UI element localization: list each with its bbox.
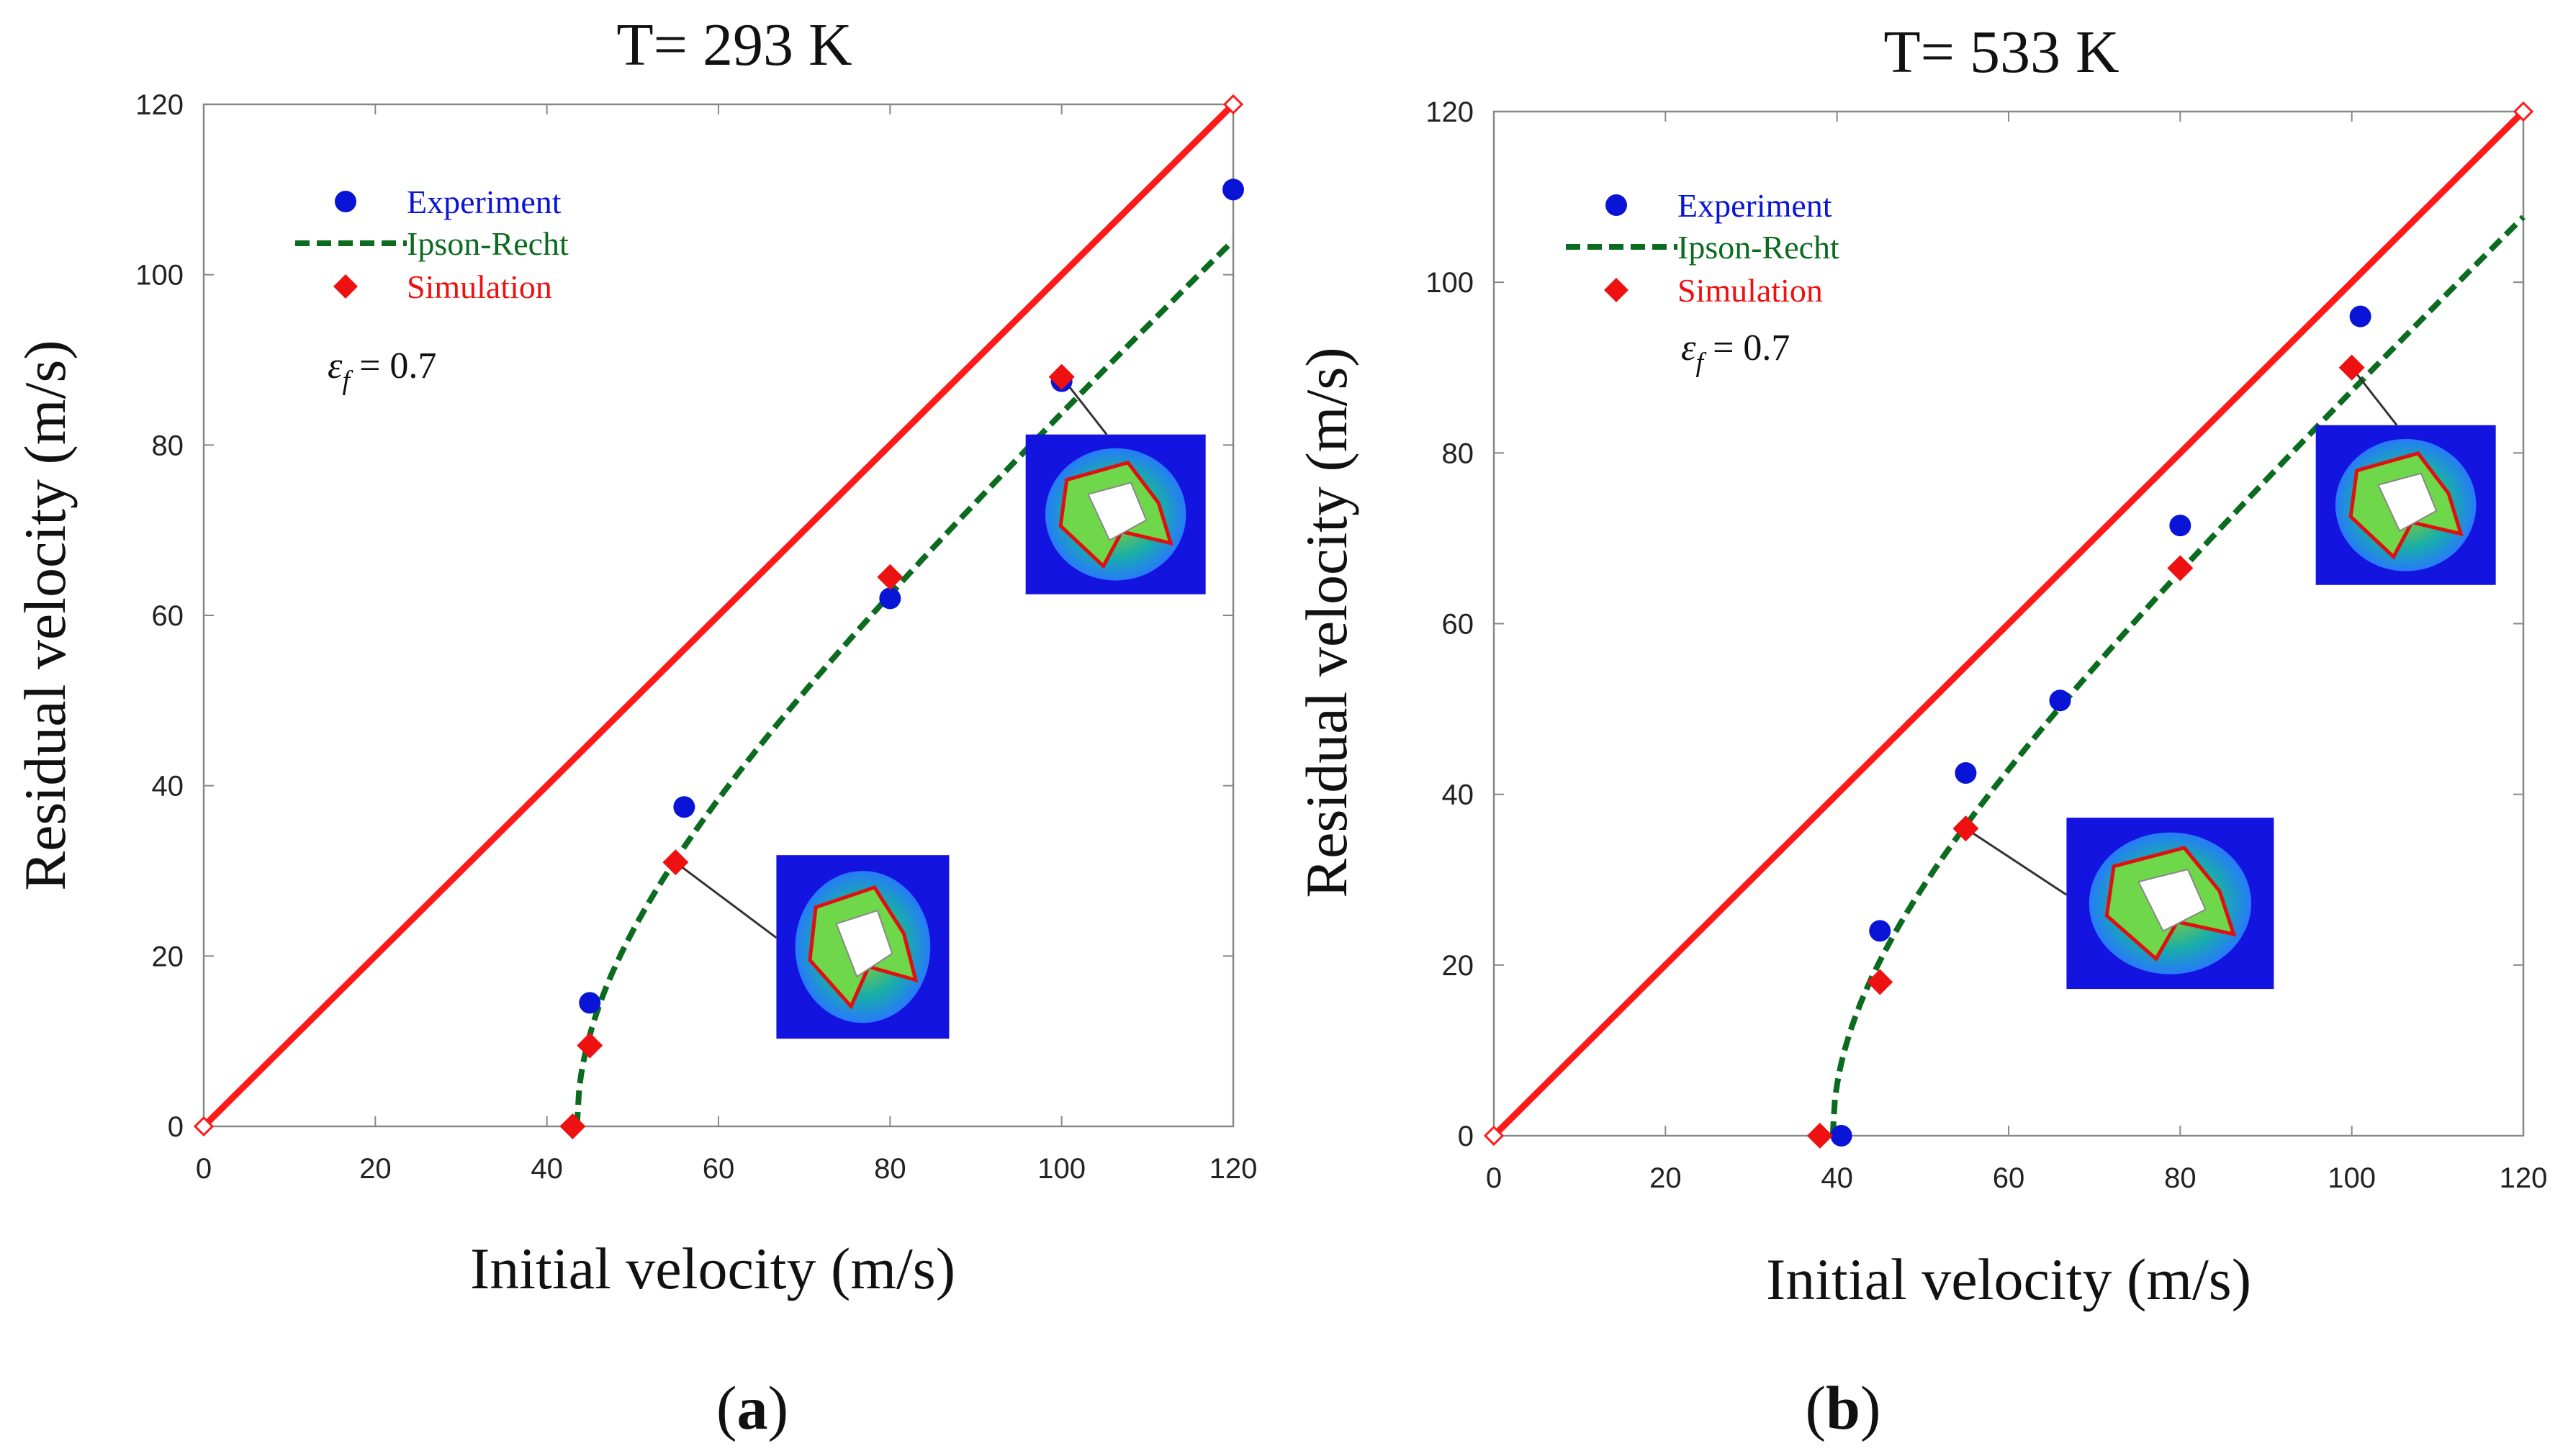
panel-b-inset-hole	[2377, 472, 2438, 533]
panel-b-legend-simulation-label: Simulation	[1677, 272, 1823, 309]
panel-b-legend-simulation-marker	[1604, 278, 1628, 302]
panel-a-ideal-line-endpoint	[1222, 94, 1244, 115]
panel-b-x-tick-label: 80	[2164, 1162, 2197, 1194]
panel-a-x-tick-label: 40	[531, 1153, 563, 1185]
panel-b-x-axis-title: Initial velocity (m/s)	[1766, 1247, 2251, 1312]
panel-b-ideal-line-endpoint	[2513, 101, 2534, 122]
panel-a-simulation-point	[662, 849, 689, 876]
panel-a-simulation-point	[877, 564, 904, 590]
panel-b-x-tick-label: 60	[1993, 1162, 2025, 1194]
panel-b-y-axis-title: Residual velocity (m/s)	[1294, 347, 1359, 897]
panel-a-ipson-recht-curve	[574, 238, 1235, 1127]
panel-a-x-tick-label: 100	[1037, 1153, 1086, 1185]
panel-b-legend-experiment-label: Experiment	[1677, 187, 1832, 224]
panel-b-experiment-point	[2349, 305, 2371, 327]
panel-b-y-tick-label: 60	[1442, 609, 1474, 641]
panel-a-label: (a)	[716, 1373, 788, 1442]
panel-a-y-tick-label: 40	[152, 771, 184, 802]
panel-a-legend-simulation-label: Simulation	[407, 268, 552, 305]
panel-b-simulation-point	[1867, 969, 1893, 995]
panel-b-epsilon-value: = 0.7	[1703, 327, 1790, 368]
panel-b-label-letter: b	[1826, 1373, 1860, 1442]
panel-a-title: T= 293 K	[616, 12, 852, 78]
panel-b-y-tick-label: 100	[1425, 267, 1474, 299]
panel-a-y-tick-label: 60	[152, 600, 184, 632]
panel-b-inset-1	[2315, 425, 2496, 585]
panel-b-legend-experiment-marker	[1605, 194, 1627, 216]
panel-b-experiment-point	[2169, 515, 2191, 537]
panel-a-simulation-point	[1048, 363, 1075, 390]
panel-b-experiment-point	[2049, 689, 2071, 712]
panel-b-legend-ipson-recht-label: Ipson-Recht	[1677, 229, 1839, 266]
panel-b-ideal-line-endpoint	[1483, 1125, 1505, 1147]
panel-b-y-tick-label: 20	[1442, 950, 1474, 982]
panel-a-y-axis-title: Residual velocity (m/s)	[12, 340, 78, 890]
panel-a-x-tick-label: 60	[703, 1153, 735, 1185]
panel-a-inset-leader	[675, 861, 778, 939]
panel-b-experiment-point	[1955, 762, 1977, 784]
panel-a-inset-0	[776, 855, 950, 1039]
panel-a-experiment-point	[1222, 178, 1244, 201]
panel-a: 0 20 40 60 80 100 120 0 20 40 60 80 100 120 Experiment…	[12, 12, 1257, 1442]
panel-b-y-tick-label: 40	[1442, 779, 1474, 811]
panel-b: 0 20 40 60 80 100 120 0 20 40 60 80 100 120 Experiment…	[1294, 19, 2547, 1442]
panel-a-simulation-point	[559, 1113, 586, 1139]
panel-a-x-tick-label: 80	[874, 1153, 906, 1185]
panel-b-ideal-line	[1491, 109, 2526, 1139]
panel-a-legend-experiment-marker	[335, 191, 356, 212]
panel-a-y-tick-label: 0	[168, 1111, 184, 1143]
panel-a-legend-experiment-label: Experiment	[407, 184, 562, 220]
panel-a-legend: Experiment Ipson-Recht Simulation	[295, 184, 569, 305]
panel-a-x-axis-title: Initial velocity (m/s)	[470, 1236, 955, 1301]
panel-b-y-tick-label: 0	[1458, 1121, 1474, 1152]
panel-a-epsilon-annotation: εf = 0.7	[328, 345, 436, 396]
panel-b-legend: Experiment Ipson-Recht Simulation	[1566, 187, 1839, 309]
panel-b-epsilon-symbol: ε	[1681, 327, 1696, 368]
panel-b-ipson-recht-curve	[1829, 214, 2526, 1136]
panel-a-experiment-point	[579, 992, 601, 1014]
panel-a-y-tick-label: 20	[152, 941, 184, 972]
panel-a-ideal-line	[201, 101, 1236, 1129]
panel-b-simulation-point	[1806, 1123, 1833, 1149]
panel-a-inset-hole	[1087, 481, 1148, 542]
panel-a-inset-1	[1025, 434, 1206, 594]
panel-a-x-tick-label: 120	[1209, 1153, 1258, 1185]
panel-a-experiment-point	[879, 587, 901, 610]
panel-a-experiment-point	[673, 796, 695, 818]
panel-b-inset-leader	[1965, 827, 2068, 896]
panel-a-x-tick-label: 20	[359, 1153, 392, 1185]
panel-b-inset-hole	[2137, 868, 2207, 933]
panel-b-inset-leader	[2351, 366, 2398, 426]
panel-a-epsilon-value: = 0.7	[350, 345, 436, 386]
panel-b-label: (b)	[1805, 1373, 1880, 1442]
panel-a-y-tick-label: 100	[135, 260, 184, 291]
panel-b-x-tick-label: 100	[2328, 1162, 2376, 1194]
panel-b-experiment-point	[1830, 1125, 1852, 1147]
panel-b-simulation-point	[2167, 555, 2194, 582]
panel-b-x-tick-label: 0	[1486, 1162, 1502, 1194]
panel-a-ideal-line-endpoint	[193, 1116, 215, 1137]
panel-b-title: T= 533 K	[1883, 19, 2119, 86]
panel-b-y-tick-label: 120	[1425, 96, 1474, 128]
panel-b-x-tick-label: 20	[1649, 1162, 1682, 1194]
panel-a-simulation-point	[577, 1032, 603, 1059]
panel-a-legend-ipson-recht-label: Ipson-Recht	[407, 225, 569, 262]
panel-a-x-tick-label: 0	[196, 1153, 212, 1185]
panel-b-x-tick-label: 120	[2500, 1162, 2548, 1194]
panel-a-label-letter: a	[737, 1373, 768, 1442]
panel-b-y-tick-label: 80	[1442, 438, 1474, 469]
panel-a-y-tick-label: 120	[135, 89, 184, 121]
panel-b-experiment-point	[1869, 920, 1891, 942]
panel-b-epsilon-annotation: εf = 0.7	[1681, 327, 1790, 378]
panel-b-inset-0	[2066, 818, 2274, 990]
panel-a-inset-hole	[835, 909, 893, 978]
panel-b-simulation-point	[1952, 815, 1979, 842]
panel-a-y-tick-label: 80	[152, 430, 184, 461]
panel-a-legend-simulation-marker	[333, 274, 358, 299]
panel-a-epsilon-symbol: ε	[328, 345, 343, 386]
panel-b-x-tick-label: 40	[1821, 1162, 1853, 1194]
panel-b-simulation-point	[2338, 354, 2365, 381]
